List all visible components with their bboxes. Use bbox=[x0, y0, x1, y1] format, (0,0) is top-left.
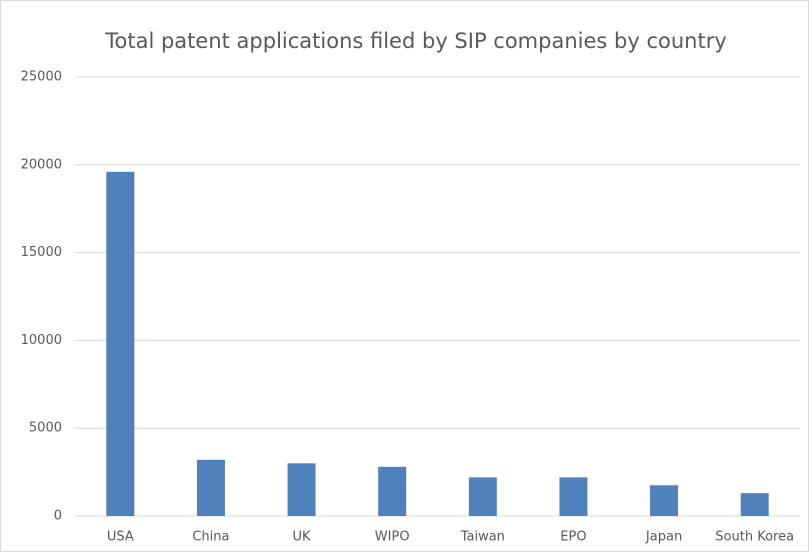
bar bbox=[650, 485, 679, 516]
bar bbox=[378, 466, 407, 516]
chart-title: Total patent applications filed by SIP c… bbox=[104, 29, 727, 53]
bar bbox=[559, 477, 588, 516]
x-tick-label: EPO bbox=[560, 530, 586, 545]
y-tick-label: 5000 bbox=[29, 421, 62, 436]
x-tick-label: UK bbox=[293, 530, 312, 545]
x-tick-label: China bbox=[192, 530, 229, 545]
bar bbox=[106, 171, 135, 516]
bar bbox=[740, 493, 769, 516]
y-tick-label: 20000 bbox=[21, 157, 62, 172]
y-tick-label: 0 bbox=[54, 509, 62, 524]
x-tick-label: Taiwan bbox=[460, 530, 505, 545]
bar bbox=[196, 459, 225, 516]
y-tick-label: 25000 bbox=[21, 70, 62, 85]
x-tick-label: Japan bbox=[645, 530, 682, 545]
y-tick-label: 10000 bbox=[21, 333, 62, 348]
bar bbox=[287, 463, 316, 516]
bar bbox=[468, 477, 497, 516]
x-tick-label: USA bbox=[107, 530, 134, 545]
x-tick-label: WIPO bbox=[375, 530, 410, 545]
y-tick-label: 15000 bbox=[21, 245, 62, 260]
x-tick-label: South Korea bbox=[715, 530, 794, 545]
